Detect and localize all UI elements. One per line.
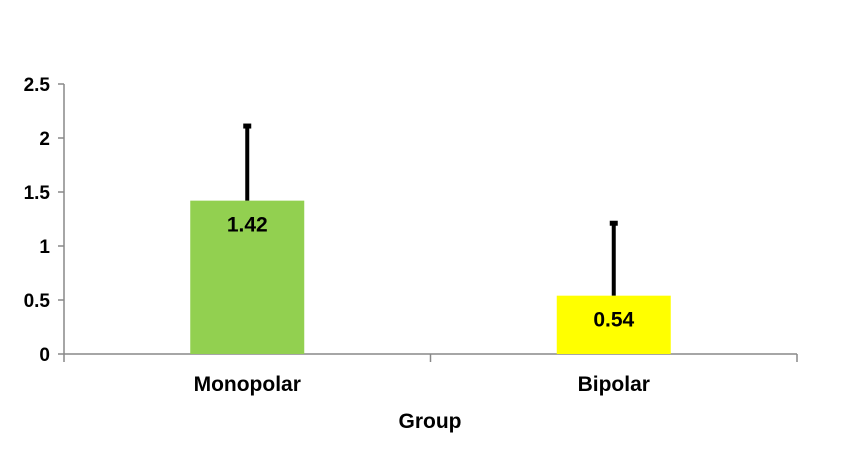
y-tick-label: 2 <box>39 129 50 150</box>
y-tick-label: 1.5 <box>24 183 51 204</box>
data-label: 1.42 <box>227 214 268 237</box>
bar-bipolar <box>556 295 671 354</box>
category-label: Bipolar <box>578 373 650 396</box>
y-tick-label: 1 <box>39 237 50 258</box>
y-axis: 0 0.5 1 1.5 2 2.5 <box>24 75 65 366</box>
data-label: 0.54 <box>593 309 634 332</box>
x-axis-title: Group <box>399 410 462 433</box>
y-tick-label: 0 <box>39 345 50 366</box>
y-tick-label: 2.5 <box>24 75 51 96</box>
category-label: Monopolar <box>194 373 301 396</box>
x-axis <box>63 353 798 362</box>
bar-monopolar <box>190 200 305 354</box>
y-tick-label: 0.5 <box>24 291 51 312</box>
